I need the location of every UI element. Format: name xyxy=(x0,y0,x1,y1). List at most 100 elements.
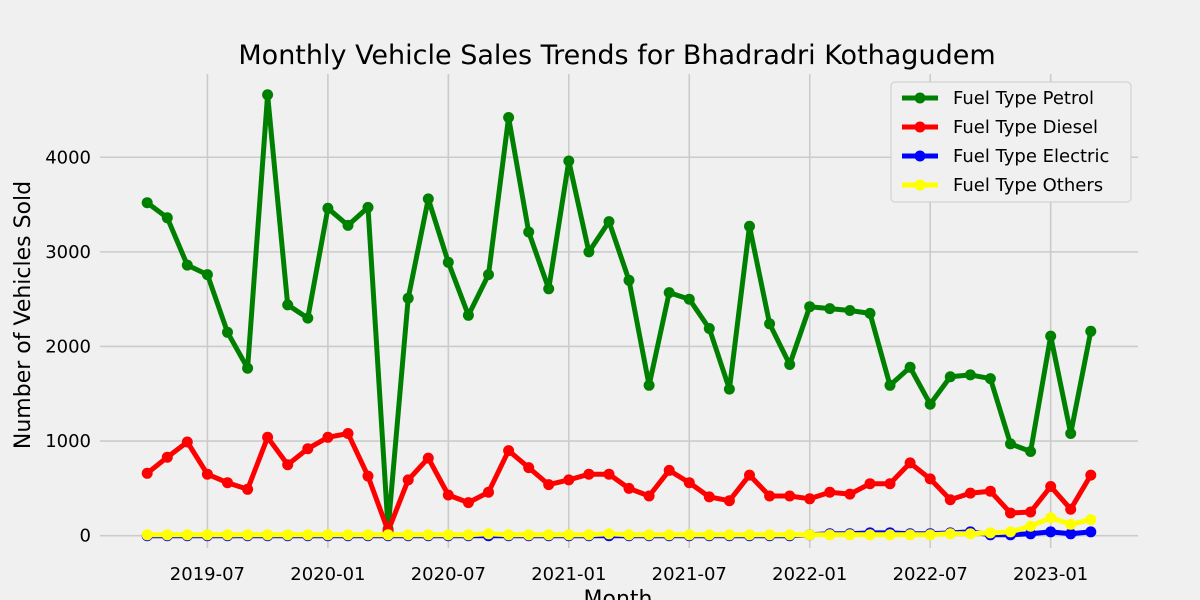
data-point xyxy=(402,474,414,486)
data-point xyxy=(322,202,334,214)
data-point xyxy=(262,89,274,101)
data-point xyxy=(764,490,776,502)
data-point xyxy=(161,451,173,463)
data-point xyxy=(282,529,294,541)
data-point xyxy=(744,220,755,232)
data-point xyxy=(623,529,635,541)
y-tick-label: 2000 xyxy=(45,336,91,357)
data-point xyxy=(944,371,956,383)
x-tick-label: 2020-07 xyxy=(411,564,486,585)
data-point xyxy=(1005,438,1016,450)
tick-labels: 0 1000 2000 3000 4000 2019-07 2020-01 2020-07 20… xyxy=(45,147,1088,585)
data-point xyxy=(201,529,213,541)
data-point xyxy=(643,529,655,541)
data-point xyxy=(884,379,896,391)
y-axis-label: Number of Vehicles Sold xyxy=(11,181,36,449)
data-point xyxy=(663,529,675,541)
data-point xyxy=(1045,330,1057,342)
data-point xyxy=(262,529,274,541)
data-point xyxy=(503,112,515,123)
data-point xyxy=(242,362,254,374)
data-point xyxy=(804,529,816,541)
data-point xyxy=(964,369,976,381)
data-point xyxy=(964,528,976,540)
data-point xyxy=(744,529,755,541)
data-point xyxy=(161,212,173,224)
x-tick-label: 2022-07 xyxy=(893,564,968,585)
data-point xyxy=(744,469,755,481)
legend-label: Fuel Type Diesel xyxy=(953,117,1098,138)
data-point xyxy=(523,529,535,541)
data-point xyxy=(904,529,916,541)
legend-frame xyxy=(890,81,1132,203)
data-point xyxy=(764,318,776,330)
data-point xyxy=(683,477,695,489)
legend-entry-fuel-type-petrol: Fuel Type Petrol xyxy=(902,88,1094,109)
data-point xyxy=(844,529,856,541)
legend-label: Fuel Type Petrol xyxy=(953,88,1094,109)
data-point xyxy=(603,528,615,540)
data-point xyxy=(924,529,936,541)
data-point xyxy=(483,528,494,540)
data-point xyxy=(764,529,776,541)
data-point xyxy=(442,256,454,268)
data-point xyxy=(904,361,916,373)
data-point xyxy=(784,529,796,541)
data-point xyxy=(563,474,575,486)
data-point xyxy=(302,529,314,541)
data-point xyxy=(262,431,274,443)
data-point xyxy=(623,482,635,494)
data-point xyxy=(462,309,474,321)
data-point xyxy=(703,491,715,503)
legend-marker xyxy=(914,121,926,133)
data-point xyxy=(141,467,153,479)
data-point xyxy=(523,462,535,474)
data-point xyxy=(402,292,414,304)
data-point xyxy=(342,428,354,439)
series-fuel-type-others xyxy=(141,512,1097,541)
data-point xyxy=(683,529,695,541)
data-point xyxy=(322,529,334,541)
legend-marker xyxy=(914,150,926,162)
data-point xyxy=(302,312,314,324)
data-point xyxy=(1045,481,1057,492)
data-point xyxy=(964,487,976,499)
data-point xyxy=(242,529,254,541)
legend-label: Fuel Type Electric xyxy=(953,146,1109,167)
data-point xyxy=(422,529,434,541)
data-point xyxy=(141,197,153,209)
legend-marker xyxy=(914,179,926,191)
data-point xyxy=(483,486,494,498)
data-point xyxy=(784,490,796,502)
data-point xyxy=(703,529,715,541)
data-point xyxy=(1005,507,1016,519)
data-point xyxy=(583,529,595,541)
legend-entry-fuel-type-electric: Fuel Type Electric xyxy=(902,146,1109,167)
data-point xyxy=(1045,512,1057,524)
data-point xyxy=(201,468,213,480)
data-point xyxy=(222,326,233,338)
data-point xyxy=(362,470,374,482)
data-point xyxy=(944,494,956,506)
data-point xyxy=(543,479,555,491)
x-axis-label: Month xyxy=(584,587,653,600)
data-point xyxy=(824,529,836,541)
data-point xyxy=(422,193,434,205)
data-point xyxy=(583,246,595,258)
data-point xyxy=(924,398,936,410)
x-tick-label: 2021-07 xyxy=(652,564,727,585)
data-point xyxy=(944,528,956,540)
x-tick-label: 2022-01 xyxy=(772,564,847,585)
data-point xyxy=(563,529,575,541)
data-point xyxy=(1025,506,1037,518)
y-tick-label: 3000 xyxy=(45,242,91,263)
data-point xyxy=(844,488,856,500)
data-point xyxy=(442,489,454,501)
data-point xyxy=(543,529,555,541)
data-point xyxy=(904,457,916,469)
data-point xyxy=(1065,518,1077,530)
data-point xyxy=(523,226,535,238)
data-point xyxy=(583,468,595,480)
data-point xyxy=(1025,520,1037,532)
